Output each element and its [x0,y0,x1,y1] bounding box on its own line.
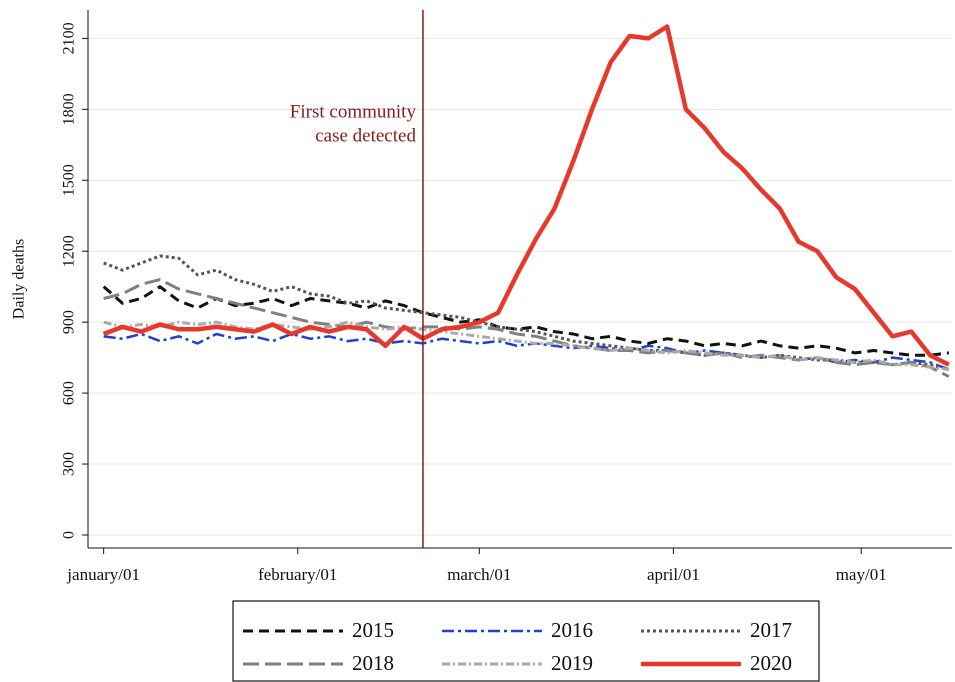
legend-box [232,600,820,682]
series-line [103,332,950,371]
y-axis-label: Daily deaths [11,239,28,319]
x-tick-label: january/01 [66,565,140,584]
x-tick-label: may/01 [836,565,887,584]
series-line [102,24,950,367]
x-tick-label: april/01 [647,565,700,584]
y-tick-label: 1800 [61,93,78,125]
y-tick-label: 300 [61,452,78,476]
event-label: First community [290,101,417,122]
x-tick-label: february/01 [258,565,337,584]
legend-label: 2016 [551,618,593,642]
y-tick-label: 1200 [61,235,78,267]
x-tick-label: march/01 [447,565,511,584]
legend-label: 2019 [551,651,593,675]
legend-label: 2015 [352,618,394,642]
series-line [103,254,950,371]
event-label: case detected [315,125,416,146]
series-line [103,320,950,371]
legend-label: 2017 [750,618,792,642]
y-tick-label: 2100 [61,22,78,54]
y-tick-label: 600 [61,381,78,405]
y-tick-label: 0 [61,531,78,539]
legend-label: 2018 [352,651,394,675]
series-line [102,285,950,357]
y-tick-label: 1500 [61,164,78,196]
y-tick-label: 900 [61,310,78,334]
legend-label: 2020 [750,651,792,675]
